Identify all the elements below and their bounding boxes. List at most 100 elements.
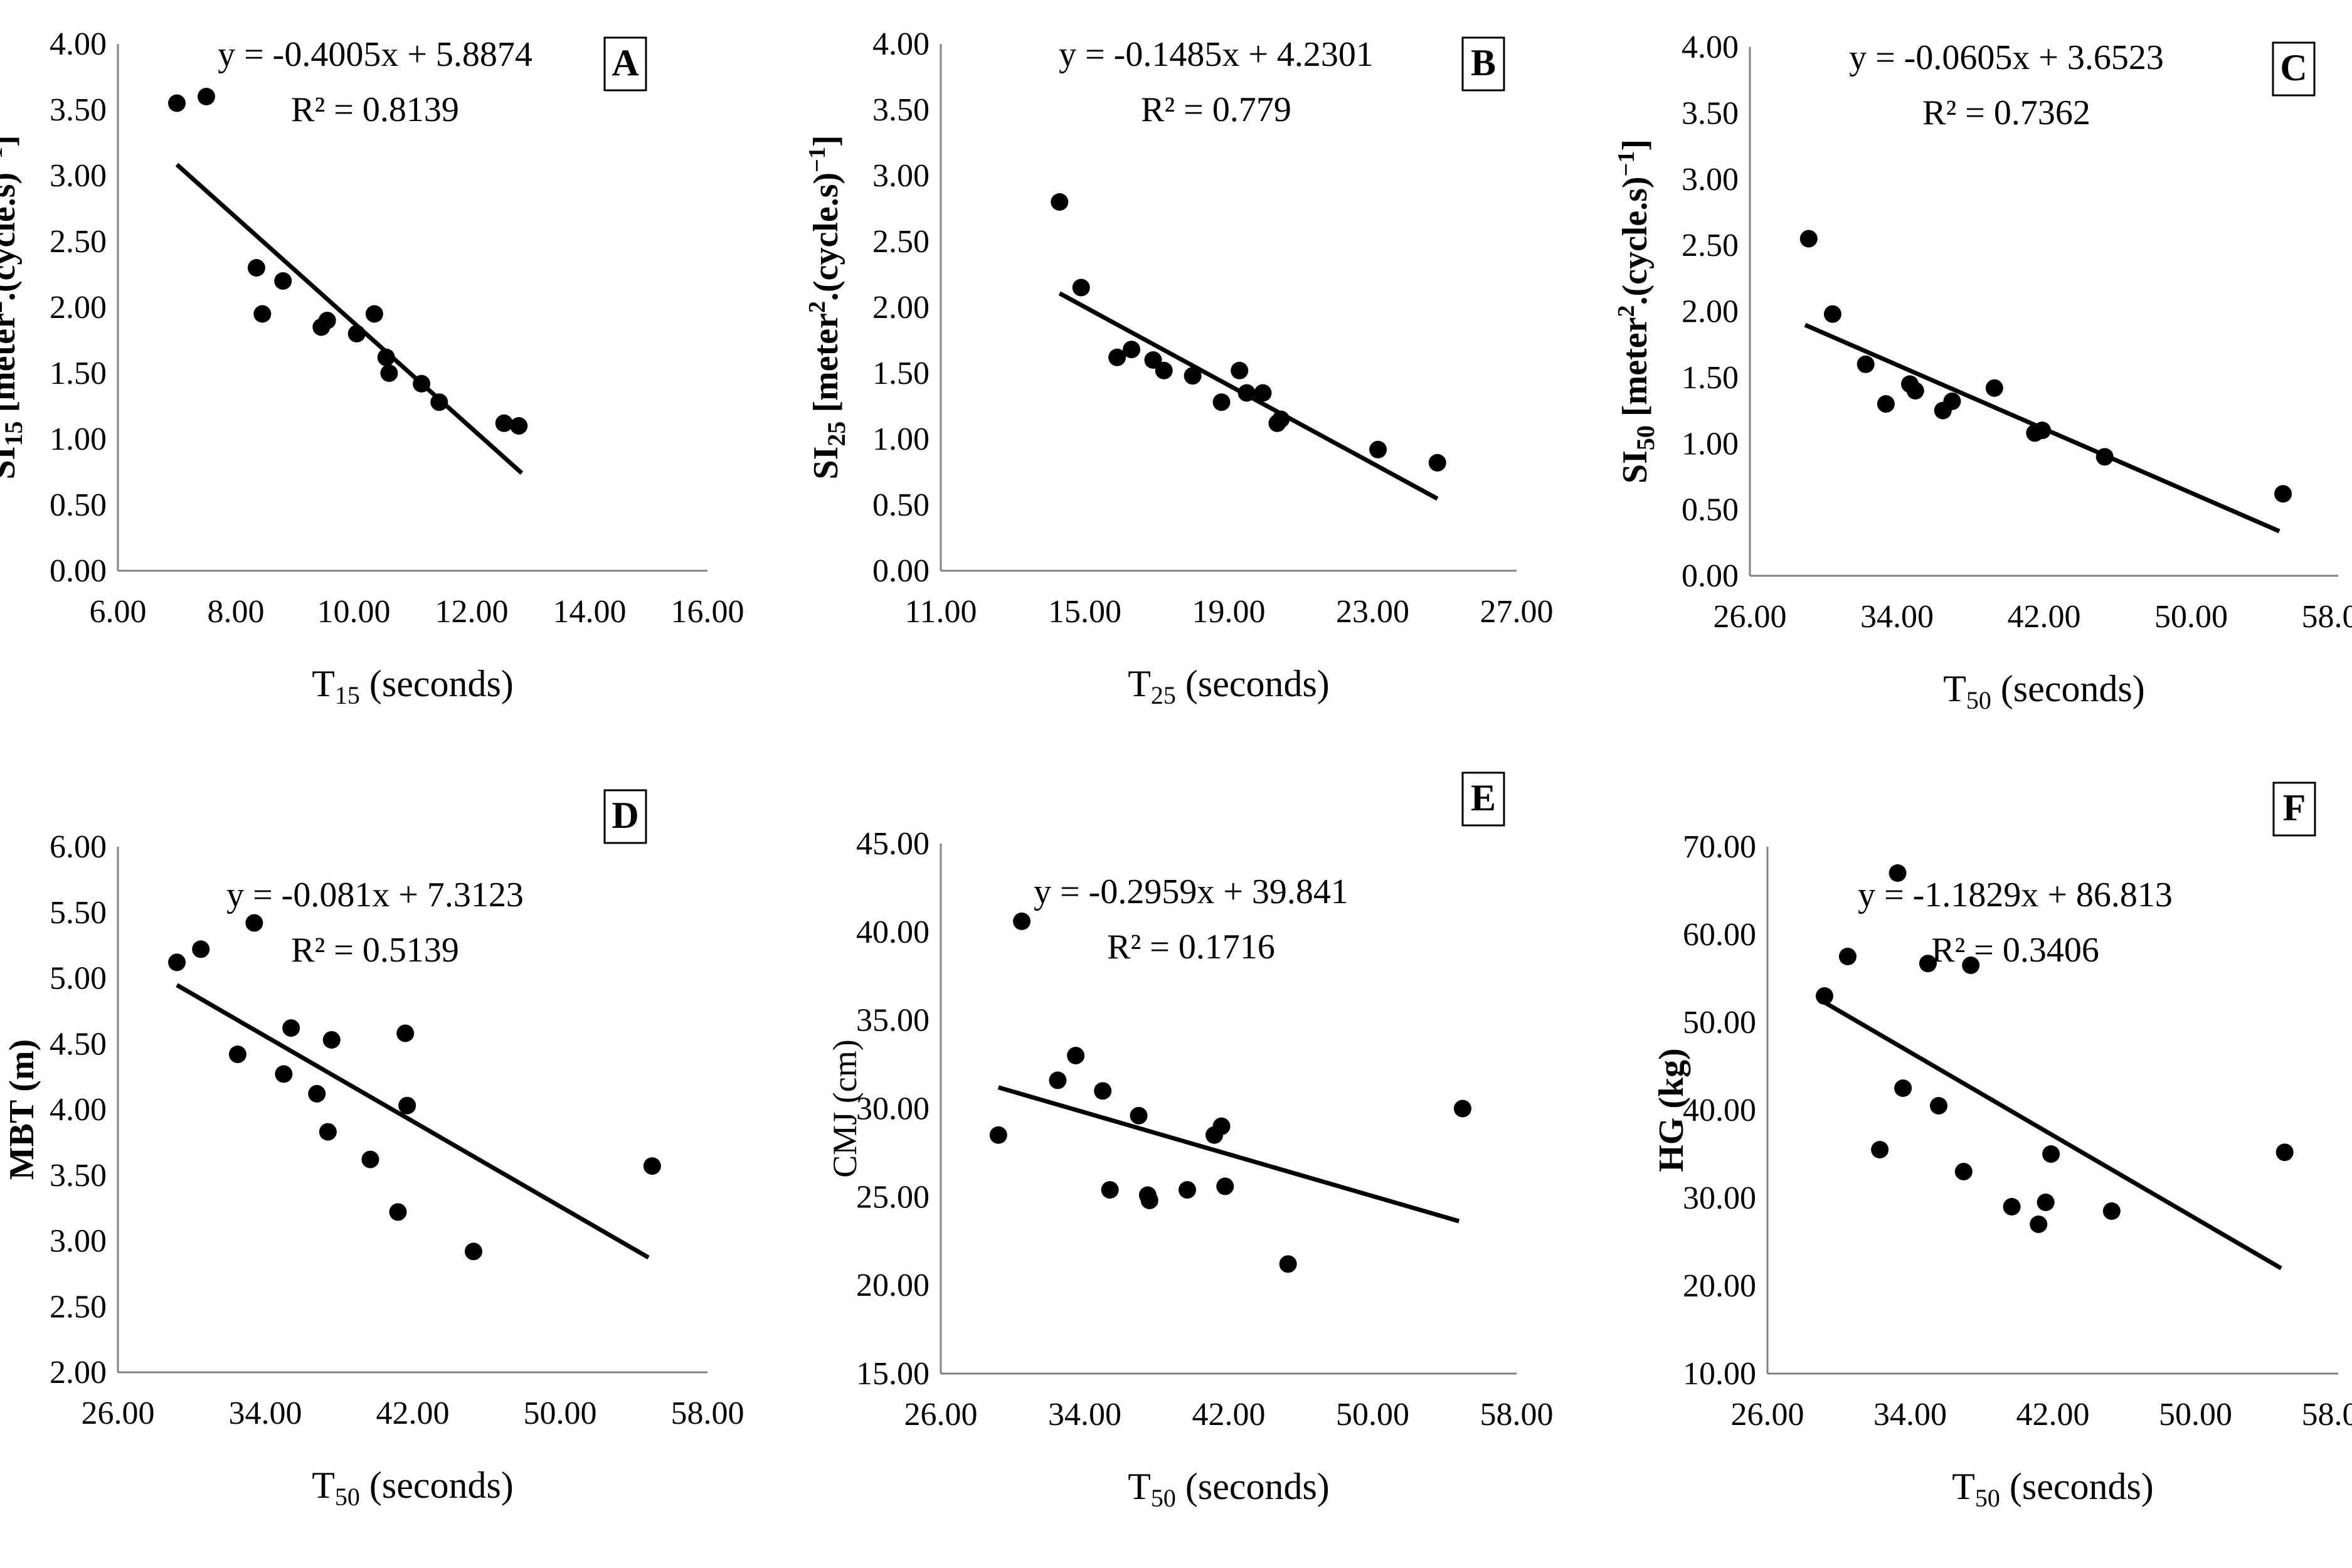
data-point: [318, 312, 336, 329]
data-point: [643, 1157, 661, 1175]
y-tick-label: 4.00: [50, 26, 107, 62]
y-tick-label: 0.50: [50, 487, 107, 523]
data-point: [1857, 355, 1875, 373]
trendline-equation: y = -1.1829x + 86.813: [1858, 876, 2173, 914]
panel-label: F: [2283, 787, 2306, 829]
data-point: [1130, 1106, 1148, 1125]
data-point: [1179, 1181, 1197, 1199]
data-point: [2033, 421, 2052, 440]
y-tick-label: 3.00: [50, 158, 107, 194]
x-tick-label: 10.00: [317, 594, 391, 630]
y-tick-label: 1.00: [872, 421, 930, 457]
y-tick-label: 1.50: [50, 356, 107, 391]
data-point: [1155, 361, 1173, 379]
y-tick-label: 3.00: [872, 158, 930, 194]
data-point: [1123, 341, 1141, 359]
panel-label: A: [612, 42, 638, 83]
y-tick-label: 60.00: [1683, 917, 1756, 953]
y-tick-label: 0.00: [50, 553, 107, 589]
x-tick-label: 58.00: [2302, 599, 2352, 635]
data-point: [1231, 361, 1249, 379]
y-axis-label: SI25 [meter2.(cycle.s)−1]: [804, 135, 850, 480]
data-point: [198, 88, 215, 105]
data-point: [2275, 1143, 2294, 1162]
data-point: [1051, 193, 1069, 211]
trendline-equation: y = -0.4005x + 5.8874: [218, 35, 532, 74]
data-point: [361, 1150, 379, 1168]
y-tick-label: 6.00: [50, 829, 107, 865]
data-point: [1453, 1099, 1471, 1118]
data-point: [1871, 1141, 1889, 1158]
x-tick-label: 8.00: [208, 594, 265, 630]
x-tick-label: 50.00: [2159, 1397, 2232, 1433]
x-tick-label: 19.00: [1192, 594, 1266, 630]
y-tick-label: 4.00: [872, 26, 930, 62]
data-point: [2042, 1145, 2060, 1163]
data-point: [2095, 448, 2114, 466]
data-point: [2274, 485, 2292, 503]
data-point: [192, 940, 210, 958]
x-tick-label: 15.00: [1048, 594, 1121, 630]
y-tick-label: 3.00: [1682, 162, 1739, 198]
panel-a: 0.00 0.50 1.00 1.50 2.00 2.50 3.00 3.50 4.00 6.00…: [0, 26, 744, 709]
x-tick-label: 58.00: [671, 1396, 744, 1431]
trendline-equation: y = -0.081x + 7.3123: [226, 876, 524, 914]
y-axis-label: SI50 [meter2.(cycle.s)−1]: [1613, 139, 1660, 484]
x-axis-label: T50 (seconds): [1128, 1466, 1330, 1512]
x-tick-label: 34.00: [1048, 1397, 1121, 1433]
y-tick-label: 2.50: [1682, 228, 1739, 263]
data-point: [1212, 1117, 1231, 1135]
data-point: [1140, 1191, 1158, 1209]
data-point: [1906, 381, 1924, 400]
data-point: [1816, 987, 1833, 1005]
x-tick-label: 26.00: [1714, 599, 1787, 635]
panel-label: E: [1471, 777, 1496, 818]
x-axis-label: T25 (seconds): [1128, 663, 1330, 709]
x-tick-label: 50.00: [1336, 1397, 1409, 1433]
x-tick-label: 27.00: [1480, 594, 1554, 630]
data-point: [510, 417, 528, 435]
data-point: [1237, 384, 1256, 402]
x-tick-label: 50.00: [524, 1396, 597, 1431]
data-point: [1369, 440, 1387, 458]
y-tick-label: 1.50: [872, 356, 930, 391]
y-tick-label: 2.00: [50, 290, 107, 326]
x-tick-label: 34.00: [229, 1396, 302, 1431]
y-tick-label: 70.00: [1683, 829, 1756, 865]
data-point: [396, 1024, 415, 1042]
panel-label-box: [2272, 41, 2316, 97]
x-tick-label: 14.00: [553, 594, 627, 630]
trendline: [1823, 1000, 2282, 1271]
data-point: [275, 1065, 293, 1083]
x-tick-label: 12.00: [435, 594, 509, 630]
data-point: [1919, 955, 1937, 973]
y-tick-label: 2.00: [50, 1355, 107, 1391]
data-point: [247, 259, 265, 277]
data-point: [380, 364, 398, 382]
x-tick-label: 23.00: [1336, 594, 1409, 630]
trendline-equation: y = -0.0605x + 3.6523: [1849, 38, 2164, 77]
y-axis-label: SI15 [meter2.(cycle.s)−1]: [0, 135, 28, 480]
x-tick-label: 34.00: [1860, 599, 1934, 635]
r-squared-label: R² = 0.3406: [1931, 931, 2099, 970]
y-tick-label: 50.00: [1683, 1005, 1756, 1041]
y-tick-label: 20.00: [1683, 1268, 1756, 1304]
y-tick-label: 10.00: [1683, 1356, 1756, 1392]
y-tick-label: 0.50: [872, 487, 930, 523]
data-point: [989, 1126, 1007, 1144]
y-tick-label: 45.00: [856, 826, 930, 862]
panel-label: D: [612, 795, 638, 836]
data-point: [377, 348, 395, 366]
panel-label-box: [603, 36, 647, 92]
y-axis-label: CMJ (cm): [826, 1039, 864, 1177]
panel-label-box: [603, 789, 647, 844]
data-point: [274, 272, 292, 290]
data-point: [282, 1019, 300, 1037]
data-point: [245, 914, 263, 932]
y-tick-label: 3.50: [50, 92, 107, 128]
data-point: [1067, 1047, 1085, 1064]
r-squared-label: R² = 0.5139: [291, 931, 459, 970]
y-tick-label: 15.00: [856, 1356, 930, 1392]
y-tick-label: 3.00: [50, 1224, 107, 1259]
